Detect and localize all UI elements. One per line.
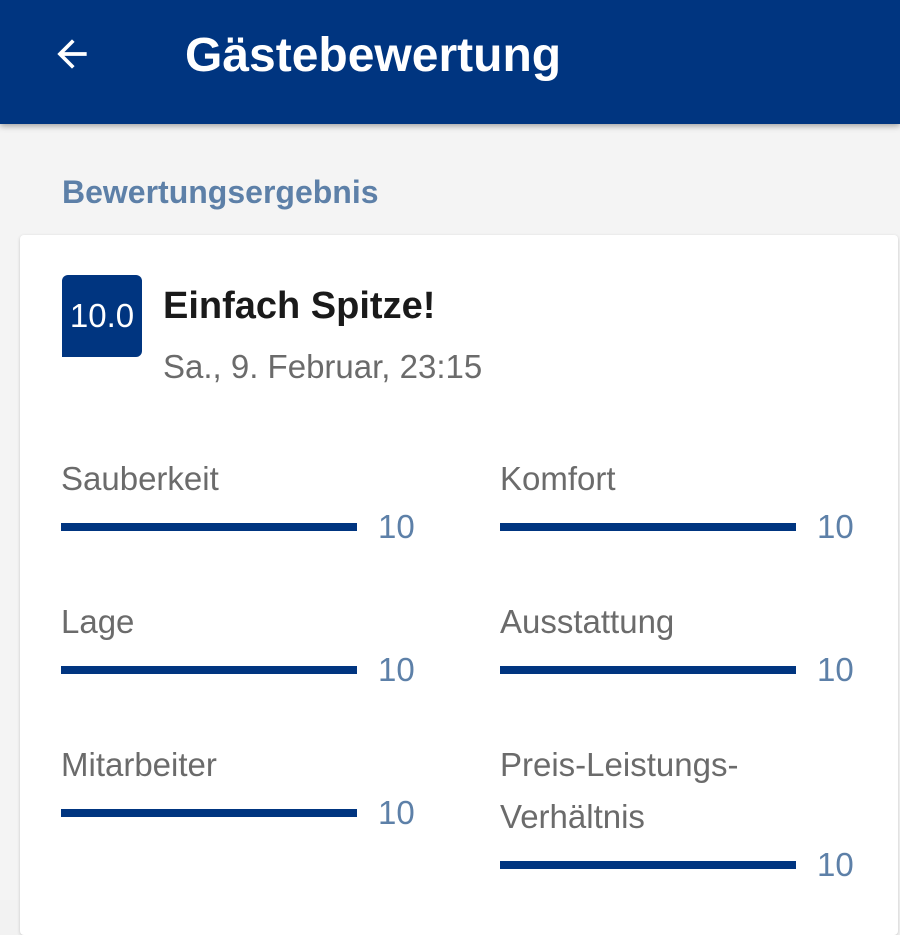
section-header: Bewertungsergebnis bbox=[62, 174, 379, 210]
back-button[interactable] bbox=[46, 28, 98, 80]
rating-value: 10 bbox=[378, 651, 415, 688]
rating-bar bbox=[500, 523, 796, 531]
rating-bar bbox=[500, 666, 796, 674]
rating-value: 10 bbox=[817, 846, 854, 883]
rating-label: Ausstattung bbox=[500, 603, 675, 640]
rating-bar-fill bbox=[500, 666, 796, 674]
rating-value: 10 bbox=[378, 794, 415, 831]
content-area: Bewertungsergebnis 10.0 Einfach Spitze! … bbox=[0, 124, 900, 935]
rating-bar bbox=[61, 666, 357, 674]
rating-bar bbox=[500, 861, 796, 869]
rating-preis-leistung: Preis-Leistungs-Verhältnis 10 bbox=[500, 739, 880, 885]
rating-value: 10 bbox=[378, 508, 415, 545]
rating-label: Preis-Leistungs-Verhältnis bbox=[500, 746, 739, 835]
rating-bar-fill bbox=[61, 666, 357, 674]
rating-bar-fill bbox=[500, 523, 796, 531]
rating-bar-fill bbox=[61, 809, 357, 817]
rating-sauberkeit: Sauberkeit 10 bbox=[61, 453, 441, 547]
rating-lage: Lage 10 bbox=[61, 596, 441, 690]
app-bar: Gästebewertung bbox=[0, 0, 900, 124]
rating-label: Lage bbox=[61, 603, 135, 640]
score-badge: 10.0 bbox=[62, 275, 142, 357]
review-card: 10.0 Einfach Spitze! Sa., 9. Februar, 23… bbox=[20, 235, 898, 935]
rating-label: Komfort bbox=[500, 460, 616, 497]
rating-bar-fill bbox=[500, 861, 796, 869]
rating-bar bbox=[61, 523, 357, 531]
page-title: Gästebewertung bbox=[185, 29, 562, 82]
review-headline: Einfach Spitze! bbox=[163, 285, 436, 327]
review-date: Sa., 9. Februar, 23:15 bbox=[163, 348, 483, 385]
rating-bar-fill bbox=[61, 523, 357, 531]
rating-value: 10 bbox=[817, 651, 854, 688]
rating-label: Sauberkeit bbox=[61, 460, 219, 497]
rating-ausstattung: Ausstattung 10 bbox=[500, 596, 880, 690]
rating-mitarbeiter: Mitarbeiter 10 bbox=[61, 739, 441, 833]
arrow-left-icon bbox=[57, 39, 87, 69]
rating-label: Mitarbeiter bbox=[61, 746, 217, 783]
rating-bar bbox=[61, 809, 357, 817]
rating-komfort: Komfort 10 bbox=[500, 453, 880, 547]
rating-value: 10 bbox=[817, 508, 854, 545]
